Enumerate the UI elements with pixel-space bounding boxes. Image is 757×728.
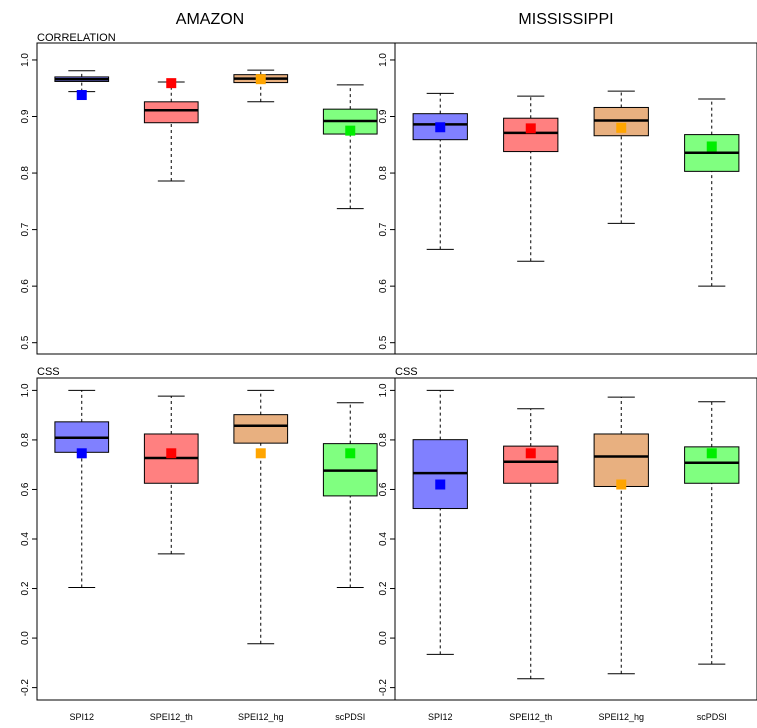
point-marker: [255, 74, 266, 85]
box-spei12-hg: [593, 90, 649, 224]
x-tick-label: SPEI12_hg: [238, 712, 284, 722]
y-tick-label: 0.9: [378, 109, 389, 123]
box-spi12: [54, 389, 110, 589]
point-marker: [166, 448, 177, 459]
y-tick-label: 0.5: [20, 335, 31, 349]
point-marker: [525, 448, 536, 459]
iqr-box: [593, 433, 649, 487]
point-marker: [616, 479, 627, 490]
box-spi12: [412, 92, 468, 250]
y-tick-label: 0.2: [378, 581, 389, 595]
box-spei12-hg: [593, 396, 649, 675]
panel-label-css-right: CSS: [395, 366, 418, 378]
x-tick-label: SPEI12_th: [150, 712, 193, 722]
x-tick-label: SPEI12_th: [509, 712, 552, 722]
point-marker: [345, 448, 356, 459]
iqr-box: [503, 117, 559, 153]
box-spei12-th: [143, 78, 199, 182]
point-marker: [76, 90, 87, 101]
point-marker: [435, 122, 446, 133]
y-tick-label: 0.0: [378, 631, 389, 645]
point-marker: [345, 125, 356, 136]
box-spei12-hg: [233, 69, 289, 103]
y-tick-label: 0.9: [20, 109, 31, 123]
point-marker: [76, 448, 87, 459]
x-tick-label: SPI12: [428, 712, 453, 722]
y-tick-label: 0.8: [20, 433, 31, 447]
box-scpdsi: [684, 98, 740, 287]
y-tick-label: 0.2: [20, 581, 31, 595]
point-marker: [435, 479, 446, 490]
box-scpdsi: [322, 402, 378, 589]
y-tick-label: 0.7: [378, 222, 389, 236]
y-tick-label: 1.0: [20, 53, 31, 67]
panel-frame: [394, 377, 757, 701]
x-tick-label: scPDSI: [335, 712, 365, 722]
panel-1: 0.5 0.6 0.7 0.8 0.9 1.0: [20, 42, 396, 355]
y-tick-label: 1.0: [378, 53, 389, 67]
y-tick-label: 0.6: [20, 279, 31, 293]
box-scpdsi: [684, 401, 740, 665]
panel-frame: [36, 42, 396, 355]
y-tick-label: 0.6: [378, 279, 389, 293]
y-tick-label: 0.8: [378, 433, 389, 447]
chart-panels: 0.50.60.70.80.91.00.50.60.70.80.91.0-0.2…: [20, 42, 757, 722]
point-marker: [525, 123, 536, 134]
panel-label-correlation: CORRELATION: [37, 32, 116, 44]
panel-3: -0.2 0.0 0.2 0.4 0.6 0.8 1.0 SPI12 SPEI12_th SPEI…: [20, 377, 396, 722]
y-tick-label: 0.7: [20, 222, 31, 236]
box-spei12-th: [503, 408, 559, 680]
y-tick-label: 0.5: [378, 335, 389, 349]
panel-label-css-left: CSS: [37, 366, 60, 378]
box-spi12: [54, 70, 110, 101]
x-tick-label: SPEI12_hg: [598, 712, 644, 722]
box-spei12-hg: [233, 389, 289, 645]
column-title-mississippi: MISSISSIPPI: [518, 11, 613, 28]
box-spei12-th: [503, 95, 559, 262]
box-spi12: [412, 389, 468, 655]
panel-4: -0.2 0.0 0.2 0.4 0.6 0.8 1.0 SPI12 SPEI12_th SPEI…: [378, 377, 757, 722]
y-tick-label: 0.4: [378, 532, 389, 546]
y-tick-label: 0.6: [20, 482, 31, 496]
iqr-box: [143, 101, 199, 124]
y-tick-label: 0.8: [20, 166, 31, 180]
y-tick-label: 0.8: [378, 166, 389, 180]
iqr-box: [233, 414, 289, 444]
column-title-amazon: AMAZON: [176, 11, 244, 28]
y-tick-label: 0.4: [20, 532, 31, 546]
point-marker: [706, 141, 717, 152]
y-tick-label: 1.0: [20, 383, 31, 397]
panel-frame: [394, 42, 757, 355]
point-marker: [255, 448, 266, 459]
panel-2: 0.5 0.6 0.7 0.8 0.9 1.0: [378, 42, 757, 355]
x-tick-label: SPI12: [69, 712, 94, 722]
y-tick-label: -0.2: [378, 679, 389, 697]
x-tick-label: scPDSI: [697, 712, 727, 722]
y-tick-label: 0.0: [20, 631, 31, 645]
point-marker: [166, 78, 177, 89]
box-scpdsi: [322, 84, 378, 210]
y-tick-label: -0.2: [20, 679, 31, 697]
box-spei12-th: [143, 395, 199, 555]
point-marker: [616, 122, 627, 133]
y-tick-label: 0.6: [378, 482, 389, 496]
point-marker: [706, 448, 717, 459]
y-tick-label: 1.0: [378, 383, 389, 397]
